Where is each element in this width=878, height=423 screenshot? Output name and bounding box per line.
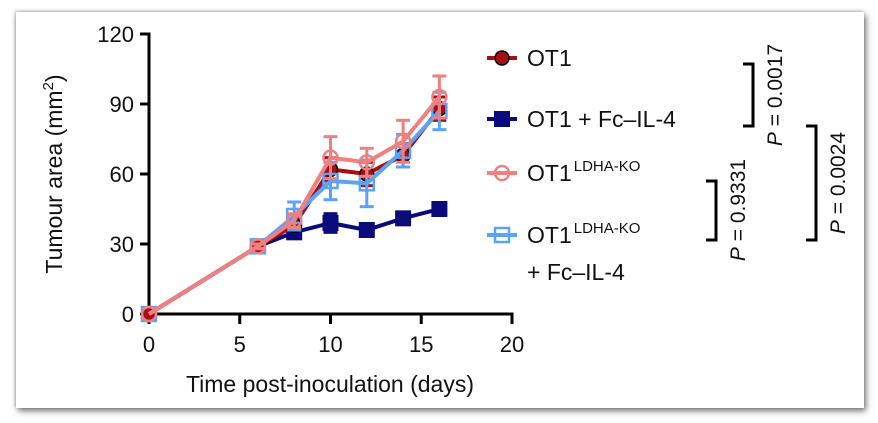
bracket-line — [806, 124, 818, 242]
legend-marker — [493, 164, 511, 182]
y-axis-title: Tumour area (mm2) — [40, 74, 67, 273]
series-ot1-ldha-ko — [140, 74, 448, 323]
legend-label-main: OT1 — [527, 45, 572, 71]
y-axis-title-base: Tumour area (mm — [41, 90, 67, 273]
x-tick-label: 0 — [143, 332, 155, 357]
p-symbol: P — [764, 132, 787, 146]
p-value-label: P = 0.0024 — [827, 132, 850, 234]
series-line — [147, 95, 441, 316]
x-tick-label: 5 — [234, 332, 246, 357]
legend-label-sup: LDHA-KO — [574, 220, 641, 237]
y-tick-label: 120 — [97, 22, 134, 47]
y-tick-label: 0 — [122, 302, 134, 327]
p-symbol: P — [727, 247, 750, 261]
data-point — [322, 149, 339, 166]
p-symbol: P — [827, 220, 850, 234]
data-point — [285, 212, 303, 229]
legend-item: OT1 + Fc–IL-4 — [487, 106, 676, 132]
legend-label-main: OT1 + Fc–IL-4 — [527, 106, 676, 132]
legend-marker — [494, 111, 510, 127]
data-point — [358, 154, 376, 171]
plot-area — [140, 74, 448, 323]
legend-item: OT1 — [487, 45, 572, 71]
legend-item: OT1 LDHA-KO — [487, 158, 640, 186]
p-value: = 0.0024 — [827, 132, 850, 220]
x-tick-label: 20 — [500, 332, 524, 357]
series-ot1-ldha-ko-fc-il-4 — [140, 90, 448, 323]
x-axis-title: Time post-inoculation (days) — [186, 371, 474, 397]
y-axis-title-close: ) — [41, 74, 67, 82]
legend-label: OT1 — [527, 45, 572, 71]
data-point — [395, 210, 412, 227]
legend-label-main: OT1 — [527, 222, 572, 248]
p-value: = 0.0017 — [764, 44, 787, 132]
data-point — [249, 238, 267, 255]
y-ticks: 0 30 60 90 120 — [97, 22, 149, 327]
p-value-label: P = 0.9331 — [727, 159, 750, 261]
data-point — [431, 201, 448, 217]
data-point — [431, 88, 448, 106]
y-tick-label: 90 — [110, 92, 134, 117]
y-axis-title-sup: 2 — [40, 82, 57, 90]
p-value-bracket: P = 0.0024 — [806, 124, 850, 242]
legend-label: OT1 + Fc–IL-4 — [527, 106, 676, 132]
legend-label-sup: LDHA-KO — [574, 158, 641, 175]
y-tick-label: 60 — [110, 162, 134, 187]
legend-label-main: OT1 — [527, 160, 572, 186]
p-value-bracket: P = 0.0017 — [743, 44, 787, 146]
legend-marker — [493, 226, 511, 244]
p-value: = 0.9331 — [727, 159, 750, 247]
data-point — [358, 222, 375, 238]
data-point — [394, 133, 412, 150]
data-point — [322, 215, 339, 231]
legend-label-line2: + Fc–IL-4 — [527, 259, 625, 285]
x-tick-label: 15 — [409, 332, 433, 357]
y-tick-label: 30 — [110, 232, 134, 257]
legend-marker — [494, 50, 510, 66]
legend-item: OT1 LDHA-KO + Fc–IL-4 — [487, 220, 640, 285]
bracket-line — [743, 62, 755, 128]
bracket-line — [706, 179, 718, 242]
legend-label: OT1 LDHA-KO — [527, 158, 640, 186]
x-tick-label: 10 — [318, 332, 342, 357]
p-value-bracket: P = 0.9331 — [706, 159, 750, 261]
legend-label: OT1 LDHA-KO — [527, 220, 640, 248]
axes: 0 30 60 90 120 0 5 10 15 20 — [97, 22, 524, 357]
p-value-label: P = 0.0017 — [764, 44, 787, 146]
data-point — [140, 305, 158, 323]
x-ticks: 0 5 10 15 20 — [143, 314, 524, 357]
